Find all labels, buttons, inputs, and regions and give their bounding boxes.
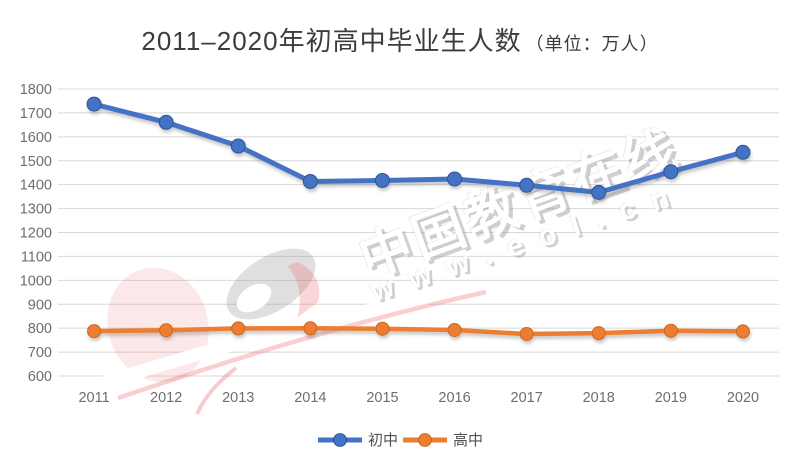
chart-title: 2011–2020年初高中毕业生人数 （单位：万人） <box>0 21 800 58</box>
data-point <box>374 172 390 188</box>
legend-label: 初中 <box>367 432 398 449</box>
data-point <box>86 96 102 112</box>
x-axis-tick-label: 2014 <box>294 390 326 406</box>
legend-label: 高中 <box>453 432 484 449</box>
data-point <box>447 171 463 187</box>
data-point <box>519 177 535 193</box>
data-point <box>447 322 462 337</box>
y-axis-tick-label: 1400 <box>20 178 52 194</box>
x-axis-tick-label: 2013 <box>222 390 254 406</box>
legend-item-senior-high: 高中 <box>402 429 483 450</box>
y-axis-tick-label: 1700 <box>20 106 52 122</box>
data-point <box>158 114 174 130</box>
x-axis-tick-label: 2012 <box>150 390 182 406</box>
data-point <box>735 144 751 160</box>
y-axis-tick-label: 1600 <box>20 130 52 146</box>
data-point <box>230 138 246 154</box>
legend-swatch-dot <box>418 432 432 447</box>
data-point <box>663 164 679 180</box>
data-point <box>87 324 102 339</box>
y-axis-tick-label: 700 <box>28 345 52 361</box>
legend-swatch-line-icon <box>317 432 362 447</box>
y-axis-tick-label: 1000 <box>20 273 52 289</box>
series-line <box>91 326 746 337</box>
legend-swatch-line-icon <box>403 432 447 447</box>
x-axis-tick-label: 2019 <box>655 390 687 406</box>
series-line <box>91 101 746 195</box>
y-axis-tick-label: 1800 <box>20 82 52 98</box>
y-axis-tick-label: 800 <box>28 321 52 337</box>
x-axis-tick-label: 2015 <box>366 390 398 406</box>
data-point <box>663 323 678 338</box>
y-axis-tick-label: 1500 <box>20 154 52 170</box>
data-point <box>302 173 318 189</box>
y-axis-tick-label: 600 <box>28 369 52 385</box>
chart-title-text: 2011–2020年初高中毕业生人数 <box>141 26 522 56</box>
chart-title-unit: （单位：万人） <box>525 34 659 54</box>
legend-swatch-dot <box>333 432 347 447</box>
data-point <box>303 321 318 336</box>
data-point <box>591 326 606 341</box>
series-初中 <box>86 96 751 200</box>
data-point <box>159 323 174 338</box>
x-axis-tick-label: 2016 <box>438 390 470 406</box>
data-point <box>591 184 607 200</box>
x-axis-tick-label: 2020 <box>727 390 759 406</box>
series-高中 <box>87 321 750 341</box>
x-axis-tick-label: 2018 <box>583 390 615 406</box>
legend-item-junior-high: 初中 <box>317 429 398 450</box>
chart-legend: 初中 高中 <box>0 429 800 450</box>
x-axis-tick-label: 2017 <box>511 390 543 406</box>
data-point <box>375 321 390 336</box>
y-axis-tick-label: 900 <box>28 297 52 313</box>
data-point <box>735 324 750 339</box>
x-axis-tick-label: 2011 <box>78 390 109 406</box>
y-axis-tick-label: 1100 <box>21 249 52 265</box>
y-axis-tick-label: 1300 <box>20 202 52 218</box>
data-point <box>231 321 246 336</box>
y-axis-tick-label: 1200 <box>20 226 52 242</box>
data-point <box>519 326 534 341</box>
